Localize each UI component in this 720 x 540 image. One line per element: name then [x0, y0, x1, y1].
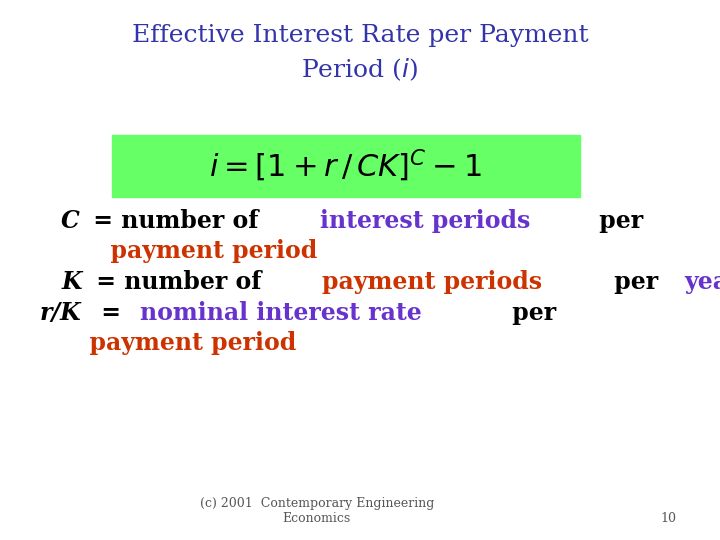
Text: C: C: [61, 210, 80, 233]
Text: K: K: [61, 270, 81, 294]
Text: 10: 10: [661, 512, 677, 525]
Text: payment periods: payment periods: [322, 270, 542, 294]
Text: (c) 2001  Contemporary Engineering
Economics: (c) 2001 Contemporary Engineering Econom…: [199, 497, 434, 525]
Text: interest periods: interest periods: [320, 210, 530, 233]
Text: payment period: payment period: [61, 239, 318, 263]
Text: Period ($i$): Period ($i$): [302, 57, 418, 83]
Text: year: year: [684, 270, 720, 294]
Text: Effective Interest Rate per Payment: Effective Interest Rate per Payment: [132, 24, 588, 48]
Text: per: per: [606, 270, 667, 294]
Text: r/K: r/K: [40, 301, 81, 325]
Text: per: per: [503, 301, 556, 325]
Text: per: per: [591, 210, 644, 233]
Text: = number of: = number of: [86, 210, 267, 233]
Text: nominal interest rate: nominal interest rate: [140, 301, 422, 325]
Text: = number of: = number of: [88, 270, 269, 294]
Text: =: =: [94, 301, 130, 325]
Text: payment period: payment period: [40, 331, 296, 355]
Text: $i = [1 + r\,/\,CK]^{C} - 1$: $i = [1 + r\,/\,CK]^{C} - 1$: [210, 148, 482, 184]
FancyBboxPatch shape: [112, 135, 580, 197]
